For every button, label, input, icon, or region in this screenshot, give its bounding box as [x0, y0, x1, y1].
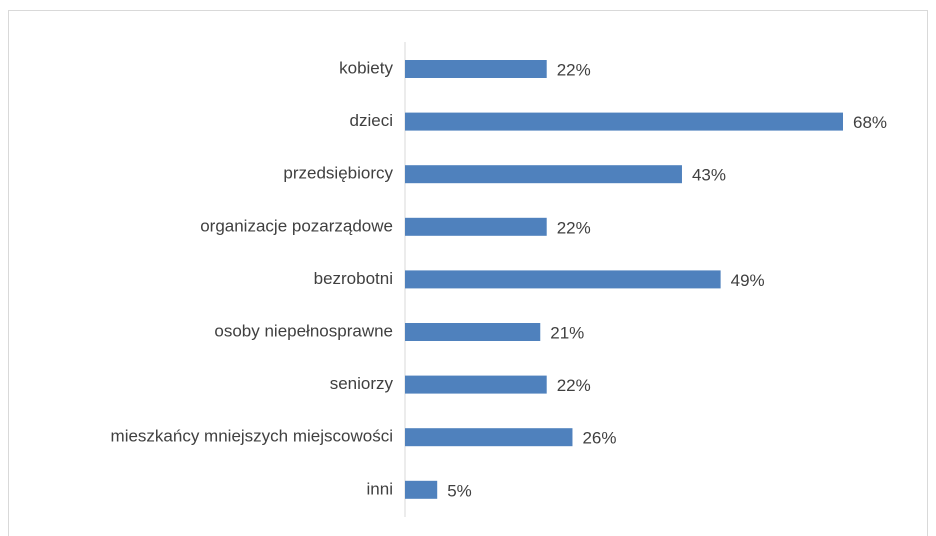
value-label: 22% — [557, 218, 591, 237]
category-label: organizacje pozarządowe — [200, 216, 393, 235]
bar — [405, 60, 547, 78]
value-label: 43% — [692, 166, 726, 185]
bar — [405, 480, 438, 499]
category-label: kobiety — [339, 58, 393, 77]
bar — [405, 112, 843, 131]
value-label: 68% — [853, 113, 887, 132]
bar — [405, 270, 721, 289]
bar — [405, 217, 547, 236]
bar — [405, 323, 541, 341]
category-label: bezrobotni — [314, 269, 393, 288]
value-label: 22% — [557, 60, 591, 79]
bar — [405, 165, 682, 184]
value-label: 5% — [447, 481, 472, 500]
value-label: 22% — [557, 376, 591, 395]
category-label: dzieci — [350, 111, 393, 130]
category-label: seniorzy — [330, 374, 394, 393]
value-label: 49% — [731, 271, 765, 290]
bar — [405, 428, 573, 447]
bar — [405, 375, 547, 394]
category-label: mieszkańcy mniejszych miejscowości — [111, 427, 393, 446]
value-label: 26% — [582, 429, 616, 448]
category-label: inni — [367, 479, 393, 498]
value-label: 21% — [550, 323, 584, 342]
category-label: osoby niepełnosprawne — [214, 321, 393, 340]
category-label: przedsiębiorcy — [283, 164, 393, 183]
